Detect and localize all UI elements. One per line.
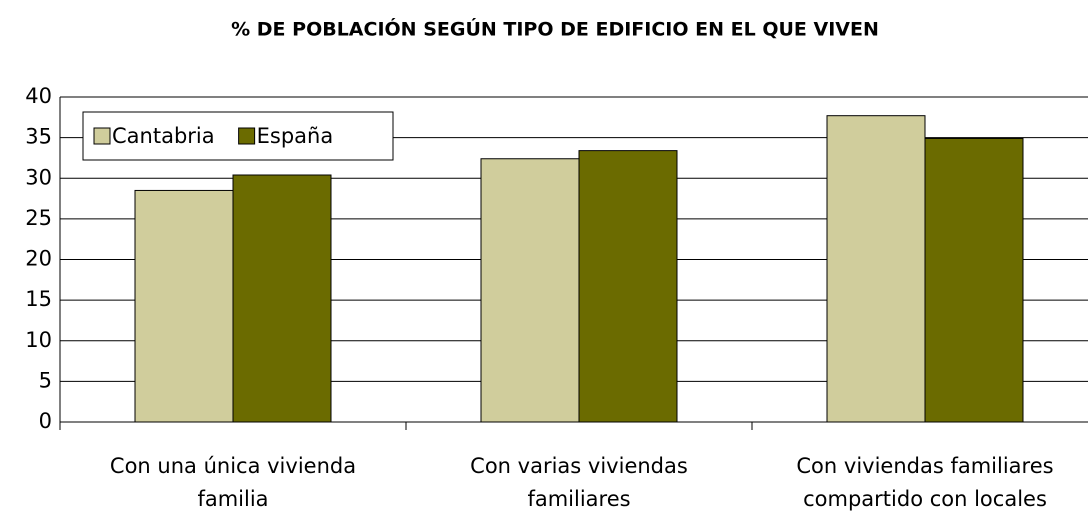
legend-swatch: [238, 127, 256, 145]
x-tick-label: familia: [197, 487, 268, 511]
x-tick-label: Con una única vivienda: [110, 454, 356, 478]
x-tick-label: compartido con locales: [803, 487, 1047, 511]
legend-swatch: [93, 127, 111, 145]
x-tick-label: familiares: [527, 487, 630, 511]
y-tick-label: 5: [39, 368, 52, 392]
y-tick-label: 15: [25, 287, 52, 311]
x-tick-label: Con viviendas familiares: [796, 454, 1053, 478]
y-tick-label: 20: [25, 247, 52, 271]
y-tick-label: 0: [39, 409, 52, 433]
bar: [232, 174, 332, 423]
bar: [924, 137, 1024, 423]
y-tick-label: 10: [25, 328, 52, 352]
bar: [826, 115, 926, 423]
bar: [134, 189, 234, 423]
y-tick-label: 35: [25, 125, 52, 149]
y-tick-label: 25: [25, 206, 52, 230]
legend-label: España: [257, 124, 334, 148]
x-tick-label: Con varias viviendas: [470, 454, 688, 478]
bar: [480, 158, 580, 423]
bar: [578, 150, 678, 423]
y-tick-label: 40: [25, 84, 52, 108]
chart-title: % DE POBLACIÓN SEGÚN TIPO DE EDIFICIO EN…: [231, 17, 879, 41]
y-tick-label: 30: [25, 165, 52, 189]
legend-label: Cantabria: [112, 124, 215, 148]
legend-box: [82, 111, 394, 161]
